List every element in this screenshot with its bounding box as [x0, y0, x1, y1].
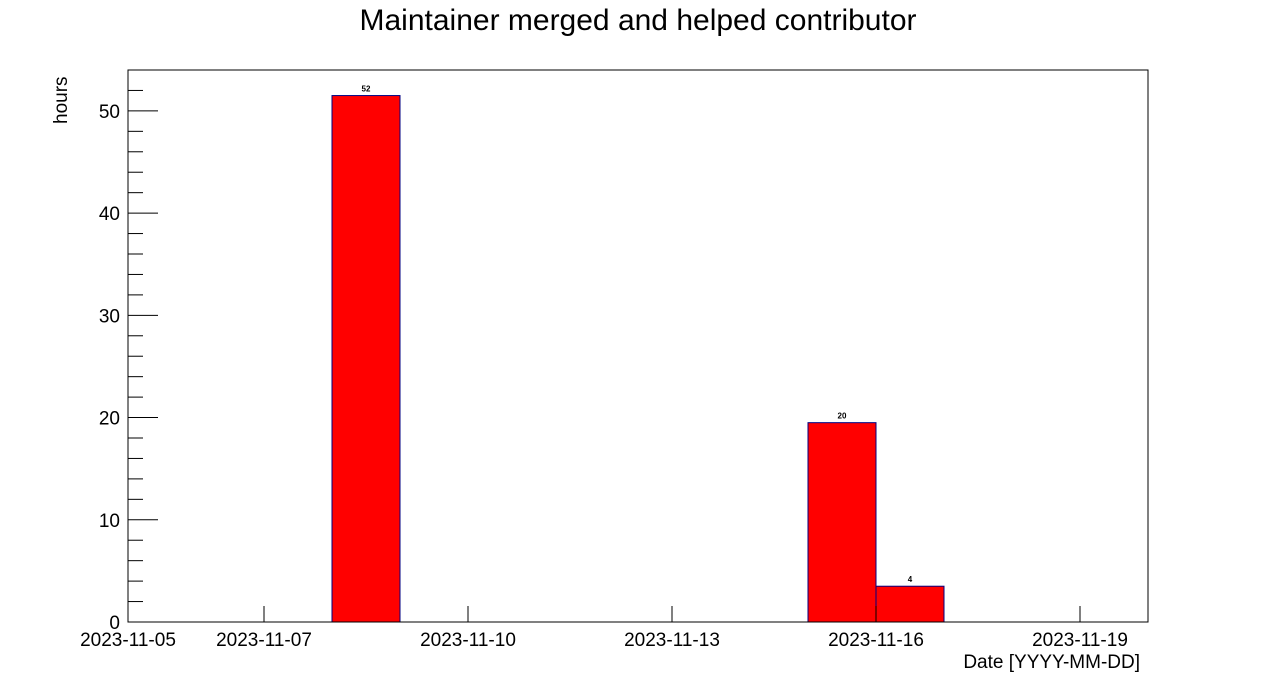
y-tick-label: 50 [99, 102, 120, 123]
axes-layer [127, 69, 1149, 623]
x-tick-label: 2023-11-05 [80, 630, 176, 651]
y-tick-label: 30 [99, 306, 120, 327]
bar-2023-11-15 [807, 422, 877, 623]
x-tick-label: 2023-11-07 [216, 630, 312, 651]
x-tick-label: 2023-11-10 [420, 630, 516, 651]
bar-2023-11-08 [331, 95, 401, 623]
y-tick-label: 40 [99, 204, 120, 225]
bar-2023-11-16 [875, 585, 945, 623]
x-axis-label: Date [YYYY-MM-DD] [963, 652, 1140, 673]
x-tick-label: 2023-11-13 [624, 630, 720, 651]
plot-frame [127, 69, 1149, 623]
y-tick-label: 0 [109, 613, 120, 634]
y-tick-label: 10 [99, 511, 120, 532]
y-tick-label: 20 [99, 409, 120, 430]
bars-layer [331, 95, 945, 623]
bar-data-label: 4 [908, 575, 913, 584]
x-tick-label: 2023-11-19 [1032, 630, 1128, 651]
chart-title: Maintainer merged and helped contributor [359, 4, 917, 37]
bar-data-label: 20 [838, 412, 847, 421]
x-tick-label: 2023-11-16 [828, 630, 924, 651]
bar-data-label: 52 [362, 85, 371, 94]
y-axis-label: hours [51, 76, 72, 124]
